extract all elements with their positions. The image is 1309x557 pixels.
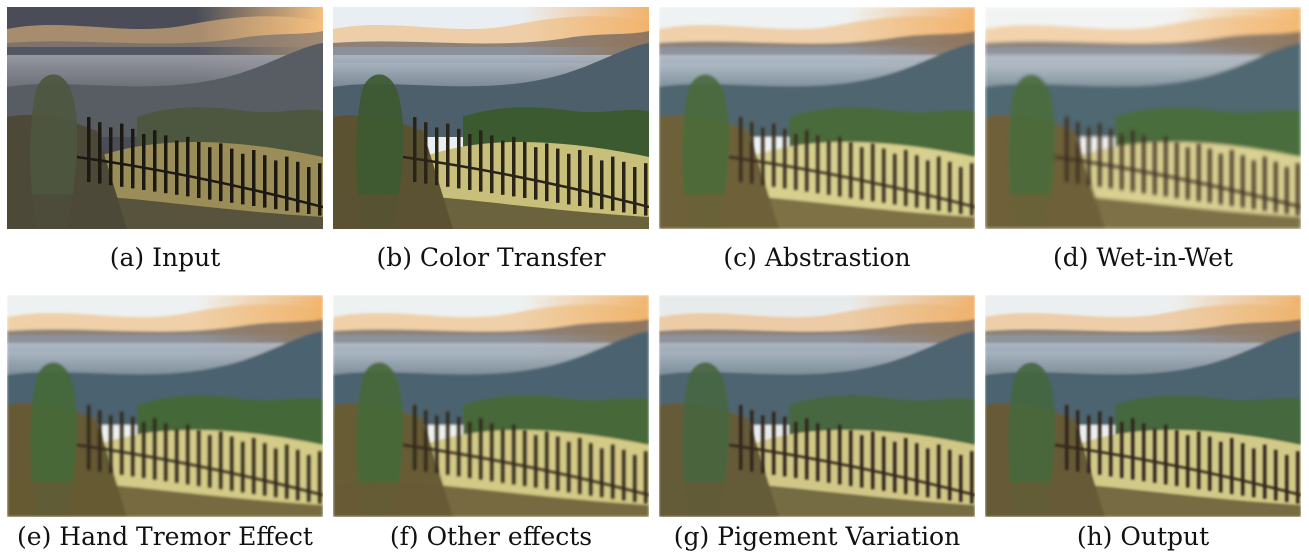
landscape-image-pigment-variation bbox=[659, 295, 975, 517]
landscape-image-output bbox=[985, 295, 1301, 517]
landscape-image-abstraction bbox=[659, 7, 975, 229]
panel-hand-tremor: (e) Hand Tremor Effect bbox=[7, 295, 323, 551]
caption-abstraction: (c) Abstrastion bbox=[723, 243, 911, 272]
caption-input: (a) Input bbox=[109, 243, 221, 272]
panel-wet-in-wet: (d) Wet-in-Wet bbox=[985, 7, 1301, 272]
caption-hand-tremor: (e) Hand Tremor Effect bbox=[17, 522, 313, 551]
landscape-image-wet-in-wet bbox=[985, 7, 1301, 229]
landscape-image-hand-tremor bbox=[7, 295, 323, 517]
landscape-illustration bbox=[7, 7, 323, 229]
caption-pigment-variation: (g) Pigement Variation bbox=[673, 522, 961, 551]
caption-output: (h) Output bbox=[1076, 522, 1210, 551]
panel-pigment-variation: (g) Pigement Variation bbox=[659, 295, 975, 551]
caption-color-transfer: (b) Color Transfer bbox=[376, 243, 606, 272]
landscape-illustration bbox=[7, 295, 323, 517]
caption-other-effects: (f) Other effects bbox=[389, 522, 593, 551]
panel-abstraction: (c) Abstrastion bbox=[659, 7, 975, 272]
panel-other-effects: (f) Other effects bbox=[333, 295, 649, 551]
landscape-illustration bbox=[985, 295, 1301, 517]
caption-wet-in-wet: (d) Wet-in-Wet bbox=[1052, 243, 1234, 272]
panel-input: (a) Input bbox=[7, 7, 323, 272]
landscape-illustration bbox=[333, 295, 649, 517]
panel-output: (h) Output bbox=[985, 295, 1301, 551]
landscape-illustration bbox=[985, 7, 1301, 229]
landscape-image-other-effects bbox=[333, 295, 649, 517]
landscape-image-input bbox=[7, 7, 323, 229]
panel-color-transfer: (b) Color Transfer bbox=[333, 7, 649, 272]
landscape-illustration bbox=[333, 7, 649, 229]
landscape-illustration bbox=[659, 295, 975, 517]
landscape-image-color-transfer bbox=[333, 7, 649, 229]
landscape-illustration bbox=[659, 7, 975, 229]
